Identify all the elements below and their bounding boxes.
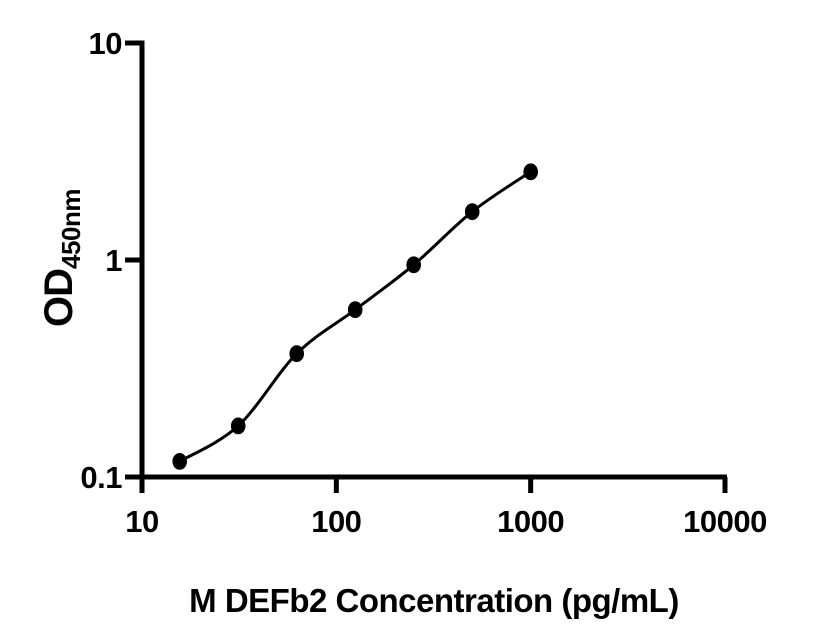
y-axis-title: OD450nm [37, 189, 86, 327]
x-tick-label: 10000 [683, 504, 767, 539]
y-tick-label: 0.1 [80, 460, 122, 495]
y-axis-ticks: 0.1 1 10 [80, 26, 142, 495]
data-point [523, 163, 538, 181]
data-point [230, 417, 246, 435]
data-point [172, 453, 187, 470]
y-tick-label: 1 [105, 243, 122, 278]
x-tick-label: 1000 [497, 504, 564, 539]
x-axis-ticks: 10 100 1000 10000 [125, 477, 767, 539]
y-axis-title-main: OD [37, 269, 81, 327]
y-axis-title-subscript: 450nm [56, 189, 86, 269]
data-point [464, 203, 480, 221]
data-point [347, 301, 363, 319]
x-tick-label: 10 [125, 504, 158, 539]
x-tick-label: 100 [311, 504, 361, 539]
data-points-group [172, 163, 538, 470]
y-tick-label: 10 [89, 26, 122, 61]
x-axis-title: M DEFb2 Concentration (pg/mL) [189, 582, 679, 619]
data-point [289, 345, 305, 363]
data-point [406, 256, 422, 274]
